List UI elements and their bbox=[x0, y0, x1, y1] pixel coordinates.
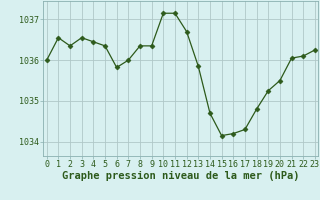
X-axis label: Graphe pression niveau de la mer (hPa): Graphe pression niveau de la mer (hPa) bbox=[62, 171, 300, 181]
